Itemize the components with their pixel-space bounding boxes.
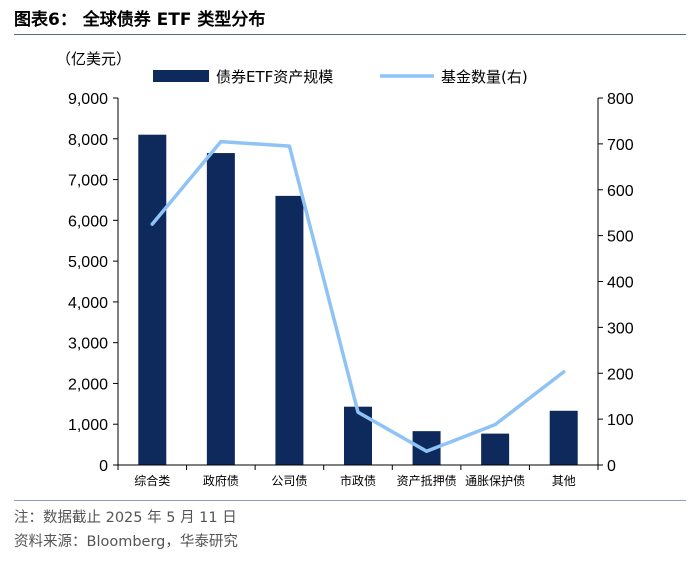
bar-6	[481, 433, 510, 465]
y-left-tick-label: 3,000	[68, 336, 108, 353]
bar-7	[549, 410, 578, 465]
chart-title: 图表6： 全球债券 ETF 类型分布	[14, 10, 266, 30]
legend-bar-swatch	[153, 70, 209, 82]
source-note: 资料来源：Bloomberg，华泰研究	[14, 534, 238, 550]
x-tick-label: 其他	[552, 474, 576, 488]
line-series	[150, 139, 566, 453]
y-right-tick-label: 600	[607, 183, 634, 200]
x-tick-label: 通胀保护债	[465, 474, 525, 488]
bar-3	[275, 195, 304, 465]
footer-divider	[14, 500, 686, 501]
legend-line-label: 基金数量(右)	[441, 68, 528, 86]
line-point-2	[219, 140, 223, 144]
y-right-tick-label: 0	[607, 458, 616, 475]
y-left-tick-label: 7,000	[68, 173, 108, 190]
y-right-tick-label: 500	[607, 229, 634, 246]
y-left-tick-label: 9,000	[68, 91, 108, 108]
line-point-5	[425, 449, 429, 453]
line-point-7	[562, 370, 566, 374]
y-left-tick-label: 5,000	[68, 254, 108, 271]
x-tick-label: 综合类	[134, 473, 170, 488]
x-tick-label: 政府债	[203, 473, 239, 488]
y-left-tick-label: 4,000	[68, 295, 108, 312]
y-right-tick-label: 700	[607, 137, 634, 154]
title-divider	[14, 34, 686, 35]
line-point-1	[150, 222, 154, 226]
y-right-tick-label: 100	[607, 412, 634, 429]
legend: 债券ETF资产规模 基金数量(右)	[153, 68, 528, 86]
y-left-tick-label: 2,000	[68, 376, 108, 393]
y-right-tick-label: 200	[607, 366, 634, 383]
y-left-tick-label: 6,000	[68, 213, 108, 230]
line-point-6	[493, 423, 497, 427]
x-tick-label: 公司债	[271, 474, 307, 488]
y-left-tick-label: 0	[99, 458, 108, 475]
legend-bar-label: 债券ETF资产规模	[216, 68, 333, 86]
line-point-3	[287, 144, 291, 148]
bond-etf-chart: （亿美元） 债券ETF资产规模 基金数量(右) 0 1,000 2,000 3,000…	[56, 50, 634, 488]
y-left-tick-label: 1,000	[68, 417, 108, 434]
y-left-tick-label: 8,000	[68, 132, 108, 149]
x-tick-label: 市政债	[340, 473, 376, 488]
unit-label: （亿美元）	[56, 50, 131, 68]
y-right-tick-label: 800	[607, 91, 634, 108]
x-tick-label: 资产抵押债	[397, 474, 457, 488]
line-point-4	[356, 410, 360, 414]
bar-4	[344, 406, 372, 465]
bar-series	[138, 134, 578, 466]
footnote: 注：数据截止 2025 年 5 月 11 日	[14, 510, 237, 526]
bar-2	[206, 153, 235, 466]
axes: 0 1,000 2,000 3,000 4,000 5,000 6,000 7,000 8,00…	[68, 91, 634, 488]
bar-1	[138, 134, 167, 465]
y-right-tick-label: 400	[607, 275, 634, 292]
y-right-tick-label: 300	[607, 320, 634, 337]
